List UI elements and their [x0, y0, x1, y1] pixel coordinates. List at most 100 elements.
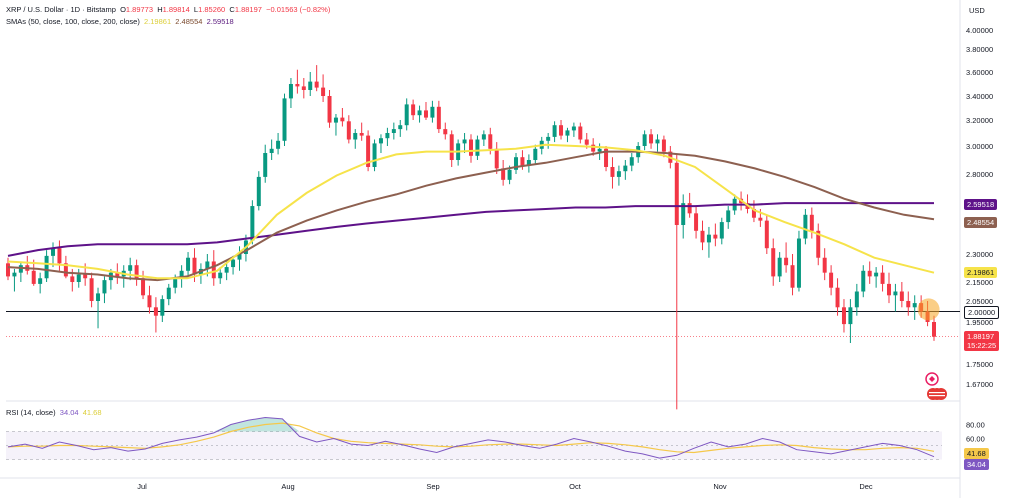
candle-body: [790, 265, 795, 288]
candle: [790, 254, 795, 296]
currency-label[interactable]: USD: [969, 6, 985, 15]
candle-body: [366, 135, 371, 167]
candle: [899, 282, 904, 308]
candle-body: [44, 255, 49, 279]
candle-body: [591, 144, 596, 152]
candle-body: [687, 203, 692, 214]
candle: [398, 120, 403, 137]
symbol-title[interactable]: XRP / U.S. Dollar · 1D · Bitstamp: [6, 5, 116, 14]
candle-body: [38, 278, 43, 284]
candle-body: [893, 291, 898, 296]
candle-body: [706, 234, 711, 243]
x-tick-label: Aug: [281, 482, 294, 491]
candle-body: [771, 248, 776, 277]
candle: [649, 129, 654, 149]
candle-body: [57, 248, 62, 264]
candle-body: [584, 139, 589, 145]
candle-body: [674, 162, 679, 225]
rsi-ma-value: 41.68: [82, 408, 102, 417]
candle: [475, 135, 480, 160]
candle-body: [166, 287, 171, 300]
candle: [719, 217, 724, 245]
candle-body: [430, 106, 435, 118]
candle-body: [308, 81, 313, 90]
sma-label[interactable]: SMAs (50, close, 100, close, 200, close): [6, 17, 140, 26]
candle: [481, 130, 486, 146]
candle-body: [250, 206, 255, 241]
candle: [18, 261, 23, 282]
candle-body: [751, 208, 756, 218]
rsi-tag: 34.04: [964, 459, 989, 470]
candle-body: [829, 272, 834, 288]
candle: [63, 255, 68, 279]
candle-body: [128, 265, 133, 271]
close-value: 1.88197: [234, 5, 262, 14]
rsi-tick-label: 60.00: [966, 435, 985, 444]
candle: [186, 252, 191, 279]
rsi-label[interactable]: RSI (14, close): [6, 408, 56, 417]
candle-body: [475, 139, 480, 156]
rsi-line: [7, 416, 935, 459]
candle-body: [713, 234, 718, 239]
candle-body: [526, 160, 531, 166]
sma200-value: 2.59518: [206, 17, 234, 26]
candle-body: [835, 287, 840, 308]
candle: [874, 267, 879, 288]
candle-body: [282, 98, 287, 141]
x-tick-label: Jul: [137, 482, 147, 491]
events-icon[interactable]: [924, 372, 940, 386]
candle-body: [333, 117, 338, 123]
candle-body: [726, 210, 731, 223]
sma100-tag: 2.48554: [964, 217, 998, 228]
candle-body: [76, 274, 81, 282]
candle: [411, 99, 416, 120]
candle-body: [610, 167, 615, 177]
candle-body: [186, 257, 191, 271]
candle-body: [353, 133, 358, 140]
candle-body: [346, 121, 351, 140]
low-label: L: [193, 5, 199, 14]
candle-body: [372, 143, 377, 167]
candle: [282, 93, 287, 146]
x-tick-label: Dec: [859, 482, 873, 491]
candle-body: [867, 270, 872, 277]
candle: [642, 130, 647, 151]
candle-body: [359, 133, 364, 136]
candle-body: [385, 133, 390, 139]
candle: [533, 144, 538, 165]
candle-body: [263, 153, 268, 177]
candle-body: [578, 126, 583, 140]
sma-header: SMAs (50, close, 100, close, 200, close)…: [6, 17, 234, 26]
candle-body: [520, 157, 525, 166]
us-flag-icon[interactable]: [926, 387, 948, 401]
candle: [546, 133, 551, 149]
candle-body: [192, 257, 197, 275]
candle: [417, 105, 422, 123]
candle: [526, 154, 531, 173]
candle-body: [655, 139, 660, 144]
candle: [764, 214, 769, 254]
candle: [333, 114, 338, 136]
candle-body: [533, 148, 538, 160]
close-label: C: [229, 5, 235, 14]
candle: [321, 74, 326, 102]
y-tick-label: 2.05000: [966, 297, 993, 306]
y-tick-label: 1.75000: [966, 360, 993, 369]
countdown: 15:22:25: [967, 341, 997, 350]
open-label: O: [120, 5, 126, 14]
candle-body: [597, 148, 602, 152]
candle: [263, 144, 268, 183]
candle: [269, 139, 274, 160]
y-tick-label: 1.95000: [966, 318, 993, 327]
candle: [134, 259, 139, 286]
candle: [771, 238, 776, 286]
candle: [366, 130, 371, 172]
candle: [494, 142, 499, 174]
candle: [616, 165, 621, 186]
candle: [604, 146, 609, 172]
candle-body: [822, 257, 827, 273]
candle-body: [12, 272, 17, 277]
candle: [44, 250, 49, 282]
candle: [610, 157, 615, 189]
